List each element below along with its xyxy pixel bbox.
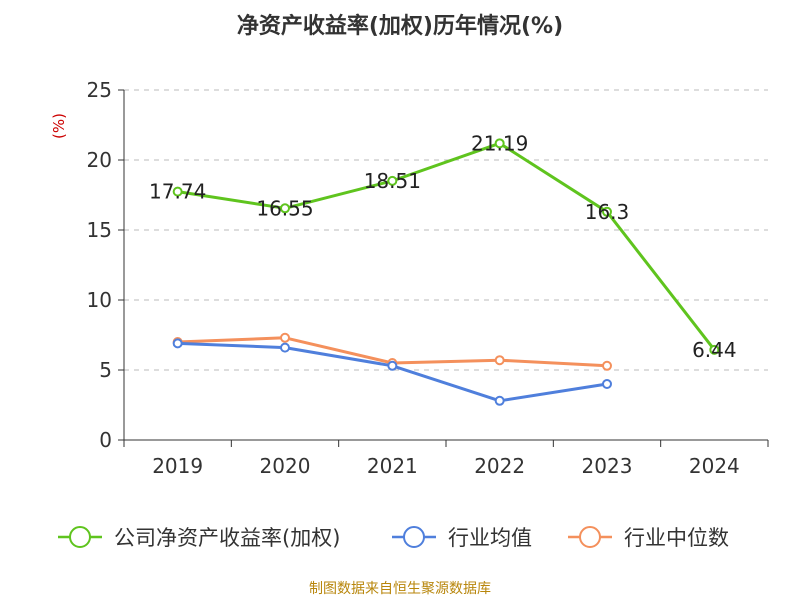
y-tick-label: 0 bbox=[99, 428, 112, 452]
data-point bbox=[172, 186, 183, 197]
legend-marker bbox=[69, 526, 91, 548]
legend-label: 公司净资产收益率(加权) bbox=[114, 526, 340, 550]
data-labels: 17.74 16.55 18.51 21.19 16.3 6.44 bbox=[149, 131, 737, 362]
grid-lines bbox=[124, 89, 768, 371]
x-tick-label: 2024 bbox=[689, 454, 740, 478]
data-point bbox=[172, 338, 183, 349]
data-point bbox=[494, 355, 505, 366]
data-point bbox=[709, 344, 720, 355]
data-label: 6.44 bbox=[692, 338, 737, 362]
data-label: 17.74 bbox=[149, 180, 206, 204]
data-label: 16.3 bbox=[585, 200, 630, 224]
data-label: 18.51 bbox=[364, 169, 421, 193]
data-label: 21.19 bbox=[471, 131, 528, 155]
data-point bbox=[602, 360, 612, 371]
data-point bbox=[602, 379, 612, 389]
data-point bbox=[602, 206, 612, 217]
chart-title: 净资产收益率(加权)历年情况(%) bbox=[236, 14, 564, 39]
data-label: 16.55 bbox=[256, 196, 313, 220]
source-footer: 制图数据来自恒生聚源数据库 bbox=[309, 581, 491, 597]
x-tick-label: 2019 bbox=[152, 454, 203, 478]
axes: 0 5 10 15 20 25 2019 2020 2021 2022 2023 2024 bbox=[87, 78, 769, 478]
legend-item[interactable]: 行业均值 bbox=[392, 526, 532, 550]
legend-label: 行业均值 bbox=[448, 526, 532, 550]
x-tick-label: 2020 bbox=[260, 454, 311, 478]
y-tick-label: 20 bbox=[87, 148, 112, 172]
x-tick-label: 2022 bbox=[474, 454, 525, 478]
y-axis-label: (%) bbox=[50, 113, 68, 139]
data-point bbox=[387, 175, 398, 186]
legend[interactable]: 公司净资产收益率(加权) 行业均值 行业中位数 bbox=[58, 526, 729, 550]
legend-item[interactable]: 公司净资产收益率(加权) bbox=[58, 526, 340, 550]
data-point bbox=[387, 360, 398, 371]
series-line bbox=[177, 341, 608, 403]
y-tick-label: 15 bbox=[87, 218, 112, 242]
y-tick-label: 25 bbox=[87, 78, 112, 102]
data-point bbox=[280, 203, 290, 214]
y-tick-label: 10 bbox=[87, 288, 112, 312]
legend-label: 行业中位数 bbox=[624, 526, 729, 550]
legend-item[interactable]: 行业中位数 bbox=[568, 526, 729, 550]
x-tick-label: 2021 bbox=[367, 454, 418, 478]
series-lines bbox=[172, 138, 720, 406]
data-point bbox=[494, 138, 505, 149]
x-tick-label: 2023 bbox=[582, 454, 633, 478]
legend-marker bbox=[403, 526, 425, 548]
legend-marker bbox=[579, 526, 601, 548]
series-line bbox=[177, 141, 716, 351]
data-point bbox=[494, 395, 505, 406]
data-point bbox=[280, 332, 290, 343]
data-point bbox=[280, 342, 290, 353]
y-tick-label: 5 bbox=[99, 358, 112, 382]
